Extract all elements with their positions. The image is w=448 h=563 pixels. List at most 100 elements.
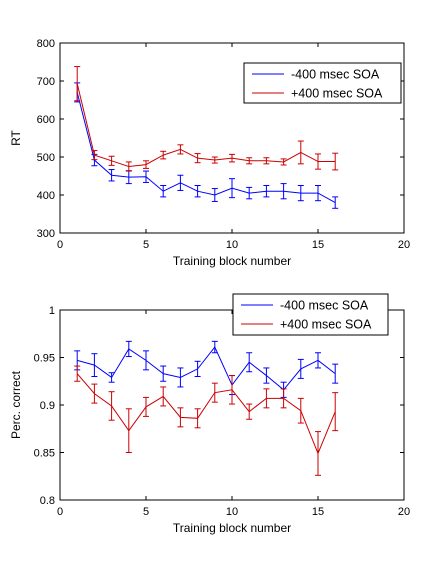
error-bar — [229, 153, 235, 163]
error-bar — [194, 185, 201, 198]
y-tick-label: 600 — [37, 114, 55, 126]
x-tick-label: 0 — [57, 239, 63, 251]
series-2 — [74, 66, 339, 172]
error-bar — [74, 66, 81, 102]
error-bar — [229, 178, 235, 199]
x-axis-label: Training block number — [173, 521, 291, 535]
legend-label: +400 msec SOA — [291, 87, 383, 101]
x-tick-label: 5 — [143, 239, 149, 251]
legend: -400 msec SOA +400 msec SOA — [243, 62, 402, 104]
error-bar — [143, 350, 149, 371]
error-bar — [108, 155, 115, 166]
error-bar — [263, 367, 270, 384]
legend-box — [232, 293, 389, 336]
series-1 — [74, 82, 339, 209]
x-tick-label: 20 — [398, 239, 410, 251]
x-tick-label: 15 — [312, 506, 324, 518]
error-bar — [177, 407, 184, 428]
x-axis-label: Training block number — [173, 254, 291, 268]
error-bar — [194, 360, 201, 377]
error-bar — [332, 196, 339, 209]
y-tick-label: 500 — [37, 152, 55, 164]
x-tick-label: 5 — [143, 506, 149, 518]
error-bar — [108, 391, 115, 421]
error-bar — [297, 140, 304, 165]
error-bar — [160, 365, 167, 382]
legend-entry: -400 msec SOA — [241, 299, 369, 313]
legend-label: -400 msec SOA — [291, 68, 380, 82]
error-bar — [246, 157, 253, 165]
error-bar — [332, 152, 339, 171]
y-tick-label: 800 — [37, 38, 55, 50]
error-bar — [91, 353, 98, 377]
y-tick-label: 0.95 — [34, 353, 55, 365]
error-bar — [143, 160, 149, 169]
error-bar — [125, 161, 132, 172]
error-bar — [297, 185, 304, 202]
error-bar — [229, 375, 235, 405]
error-bar — [125, 340, 132, 358]
legend-label: +400 msec SOA — [280, 318, 372, 332]
error-bar — [160, 386, 167, 407]
x-tick-label: 15 — [312, 239, 324, 251]
series-line — [77, 346, 336, 391]
y-tick-label: 1 — [49, 305, 55, 317]
chart-2: 0 5 10 15 20 0.8 0.85 0.9 0.95 1 Training block nu… — [9, 293, 410, 535]
y-tick-label: 400 — [37, 190, 55, 202]
error-bar — [315, 431, 321, 476]
series-line — [76, 83, 336, 168]
error-bar — [91, 383, 98, 404]
error-bar — [194, 408, 201, 429]
y-axis-label: RT — [9, 129, 23, 145]
y-tick-label: 0.85 — [34, 448, 55, 460]
series-line — [76, 92, 336, 204]
legend-entry: -400 msec SOA — [252, 68, 380, 82]
error-bar — [211, 340, 218, 354]
y-tick-label: 700 — [37, 76, 55, 88]
error-bar — [246, 403, 253, 420]
series-2 — [74, 365, 339, 476]
error-bar — [315, 352, 321, 369]
error-bar — [160, 185, 167, 198]
error-bar — [177, 174, 184, 191]
y-tick-label: 300 — [37, 228, 55, 240]
error-bar — [315, 153, 321, 170]
x-tick-label: 20 — [398, 506, 410, 518]
error-bar — [125, 408, 132, 453]
error-bar — [332, 392, 339, 432]
error-bar — [143, 396, 149, 417]
y-axis-label: Perc. correct — [9, 370, 23, 439]
y-tick-label: 0.9 — [40, 400, 55, 412]
error-bar — [108, 169, 115, 182]
error-bar — [297, 358, 304, 379]
series-line — [76, 373, 336, 455]
error-bar — [108, 372, 115, 383]
error-bar — [280, 183, 287, 200]
error-bar — [263, 185, 270, 198]
error-bar — [177, 367, 184, 388]
plot-frame — [59, 309, 405, 501]
error-bar — [211, 382, 218, 403]
y-tick-label: 0.8 — [40, 495, 55, 507]
error-bar — [315, 185, 321, 202]
error-bar — [297, 397, 304, 424]
error-bar — [246, 352, 253, 373]
error-bar — [143, 170, 149, 183]
x-tick-label: 0 — [57, 506, 63, 518]
error-bar — [246, 186, 253, 200]
x-tick-label: 10 — [226, 506, 238, 518]
legend-entry: +400 msec SOA — [241, 318, 372, 332]
error-bar — [74, 365, 81, 382]
legend-box — [243, 62, 402, 104]
chart-1: 0 5 10 15 20 300 400 500 600 700 800 Training block… — [9, 38, 410, 268]
error-bar — [280, 158, 287, 166]
legend: -400 msec SOA +400 msec SOA — [232, 293, 389, 336]
error-bar — [160, 150, 167, 160]
error-bar — [332, 363, 339, 384]
error-bar — [91, 150, 98, 161]
legend-label: -400 msec SOA — [280, 299, 369, 313]
error-bar — [211, 156, 218, 164]
error-bar — [263, 157, 270, 165]
x-tick-label: 10 — [226, 239, 238, 251]
